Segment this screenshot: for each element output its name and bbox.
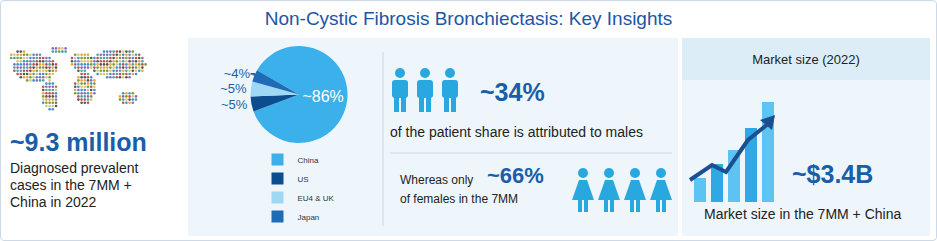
- svg-text:China: China: [298, 156, 319, 165]
- html-text:Diagnosed prevalent cases in t: Diagnosed prevalent cases in the 7MM + C…: [10, 160, 139, 210]
- svg-text:US: US: [298, 175, 309, 184]
- html-text:~66%: ~66%: [487, 163, 544, 188]
- html-text:~9.3 million: ~9.3 million: [10, 128, 147, 156]
- html-text:Market size (2022): Market size (2022): [752, 51, 860, 67]
- html-text:of the patient share is attrib: of the patient share is attributed to ma…: [390, 124, 643, 140]
- html-text:~34%: ~34%: [480, 78, 545, 106]
- svg-text:~5%: ~5%: [220, 81, 247, 96]
- html-text:~$3.4B: ~$3.4B: [792, 160, 874, 188]
- svg-text:~5%: ~5%: [221, 97, 248, 112]
- html-text:Whereas only: Whereas only: [400, 173, 474, 187]
- html-text:of females in the 7MM: of females in the 7MM: [400, 192, 519, 206]
- html-text:Non-Cystic Fibrosis Bronchiect: Non-Cystic Fibrosis Bronchiectasis: Key …: [264, 8, 673, 29]
- svg-text:~86%: ~86%: [302, 88, 343, 105]
- svg-text:Japan: Japan: [298, 213, 320, 222]
- svg-text:~4%: ~4%: [224, 66, 251, 81]
- svg-text:EU4 & UK: EU4 & UK: [298, 194, 335, 203]
- html-text:Market size in the 7MM + China: Market size in the 7MM + China: [704, 206, 902, 222]
